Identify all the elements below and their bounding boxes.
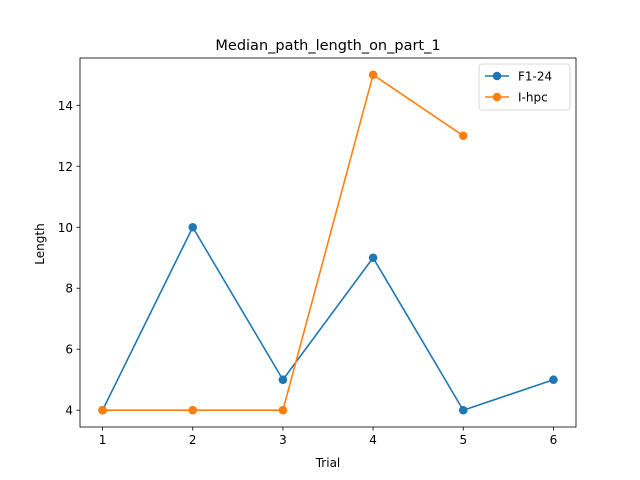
data-point [458,405,468,415]
x-tick-label: 4 [369,433,377,447]
data-point [98,405,107,415]
data-point [188,405,198,415]
series-line-1 [101,226,554,412]
data-point [368,70,378,80]
data-point [278,375,288,385]
x-tick-label: 5 [459,433,467,447]
legend: F1-24 I-hpc [478,63,571,111]
y-tick-label: 12 [58,160,73,174]
y-axis-label: Length [33,223,47,264]
y-tick-label: 4 [65,404,73,418]
data-point [458,131,468,141]
y-tick-label: 6 [65,343,73,357]
x-tick-label: 1 [99,433,107,447]
x-tick-label: 3 [279,433,287,447]
data-point [188,222,198,232]
legend-label: F1-24 [518,70,552,84]
legend-marker [492,92,502,102]
legend-label: I-hpc [518,91,548,105]
y-tick-label: 10 [58,221,73,235]
y-tick-label: 8 [65,282,73,296]
data-point [549,375,558,385]
x-tick-label: 6 [550,433,558,447]
data-point [278,405,288,415]
legend-marker [492,71,502,81]
x-axis-label: Trial [315,456,341,470]
y-tick-label: 14 [58,99,73,113]
axes-frame [79,57,577,428]
chart-title: Median_path_length_on_part_1 [215,38,440,54]
series-line-2 [102,73,464,412]
x-tick-label: 2 [189,433,197,447]
data-point [368,253,378,263]
